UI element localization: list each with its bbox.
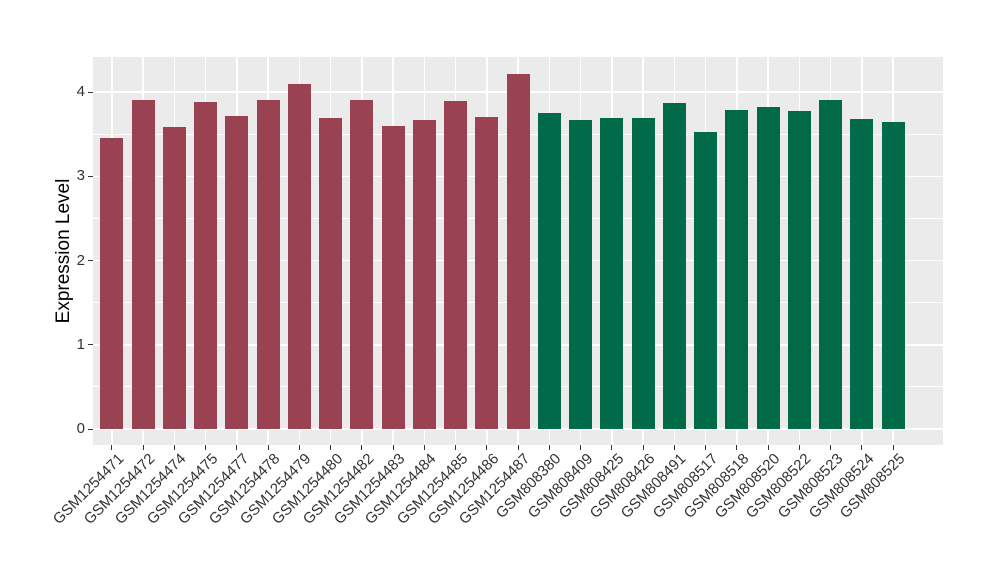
bar xyxy=(131,99,155,429)
x-tick xyxy=(361,445,363,450)
x-tick xyxy=(673,445,675,450)
bar xyxy=(694,132,717,429)
bar xyxy=(256,99,280,429)
x-tick-label: GSM1254471 xyxy=(49,450,128,528)
x-tick-label: GSM1254474 xyxy=(112,450,190,528)
x-tick-label: GSM1254472 xyxy=(80,450,159,528)
bar xyxy=(225,115,249,429)
x-tick-label: GSM808491 xyxy=(617,450,690,522)
bar xyxy=(100,137,124,429)
bar xyxy=(162,126,186,429)
x-tick xyxy=(267,445,269,450)
x-tick xyxy=(423,445,425,450)
x-tick xyxy=(892,445,894,450)
y-tick-label: 4 xyxy=(76,83,85,100)
plot-panel xyxy=(93,57,943,445)
x-tick-label: GSM1254487 xyxy=(455,450,534,528)
x-tick xyxy=(236,445,238,450)
x-tick xyxy=(611,445,613,450)
x-tick xyxy=(142,445,144,450)
bar xyxy=(850,118,874,429)
bar xyxy=(881,122,905,429)
x-tick xyxy=(173,445,175,450)
y-tick-label: 1 xyxy=(76,335,85,353)
x-tick xyxy=(205,445,206,450)
bar xyxy=(194,102,217,429)
x-tick xyxy=(705,445,706,450)
x-tick-label: GSM808409 xyxy=(524,450,596,522)
x-tick-label: GSM808525 xyxy=(836,450,909,522)
x-tick-label: GSM808380 xyxy=(492,450,565,522)
bar xyxy=(662,102,686,429)
x-tick xyxy=(330,445,331,450)
x-tick xyxy=(798,445,800,450)
x-tick-label: GSM808426 xyxy=(586,450,659,522)
x-tick-label: GSM1254477 xyxy=(174,450,253,528)
x-tick xyxy=(111,445,113,450)
x-tick-label: GSM808520 xyxy=(711,450,784,522)
x-tick xyxy=(486,445,488,450)
x-tick-label: GSM1254486 xyxy=(424,450,503,528)
x-tick-label: GSM808425 xyxy=(555,450,628,522)
x-tick xyxy=(548,445,550,450)
x-tick-label: GSM1254479 xyxy=(237,450,315,528)
x-tick xyxy=(517,445,519,450)
x-tick-label: GSM1254475 xyxy=(143,450,221,528)
x-tick-label: GSM1254480 xyxy=(268,450,346,528)
x-tick xyxy=(767,445,769,450)
x-tick-label: GSM1254482 xyxy=(299,450,378,528)
bar xyxy=(319,118,342,429)
bar xyxy=(631,118,655,429)
x-tick xyxy=(392,445,394,450)
x-tick xyxy=(830,445,831,450)
x-tick-label: GSM808522 xyxy=(742,450,815,522)
x-tick-label: GSM808523 xyxy=(774,450,846,522)
bar xyxy=(506,74,530,429)
x-tick-label: GSM1254478 xyxy=(205,450,284,528)
bar xyxy=(537,113,561,429)
x-tick-label: GSM808517 xyxy=(649,450,721,522)
x-tick-label: GSM1254483 xyxy=(330,450,409,528)
bar xyxy=(819,99,842,429)
bar xyxy=(475,117,499,429)
bar xyxy=(444,101,467,429)
bar xyxy=(600,118,624,429)
x-tick xyxy=(736,445,738,450)
bar xyxy=(756,107,780,429)
x-tick xyxy=(642,445,644,450)
bar xyxy=(569,119,592,429)
x-tick xyxy=(580,445,581,450)
bar xyxy=(350,99,374,429)
x-tick xyxy=(298,445,300,450)
bar xyxy=(412,119,436,429)
x-tick-label: GSM808518 xyxy=(680,450,753,522)
bar xyxy=(725,109,749,429)
x-tick-label: GSM808524 xyxy=(805,450,878,522)
x-tick xyxy=(861,445,863,450)
x-tick xyxy=(455,445,456,450)
bar xyxy=(381,125,405,429)
x-tick-label: GSM1254484 xyxy=(362,450,440,528)
bar xyxy=(287,84,311,429)
bar xyxy=(787,110,811,429)
y-tick-label: 0 xyxy=(76,420,85,437)
y-axis-title: Expression Level xyxy=(53,178,74,324)
x-tick-label: GSM1254485 xyxy=(393,450,471,528)
